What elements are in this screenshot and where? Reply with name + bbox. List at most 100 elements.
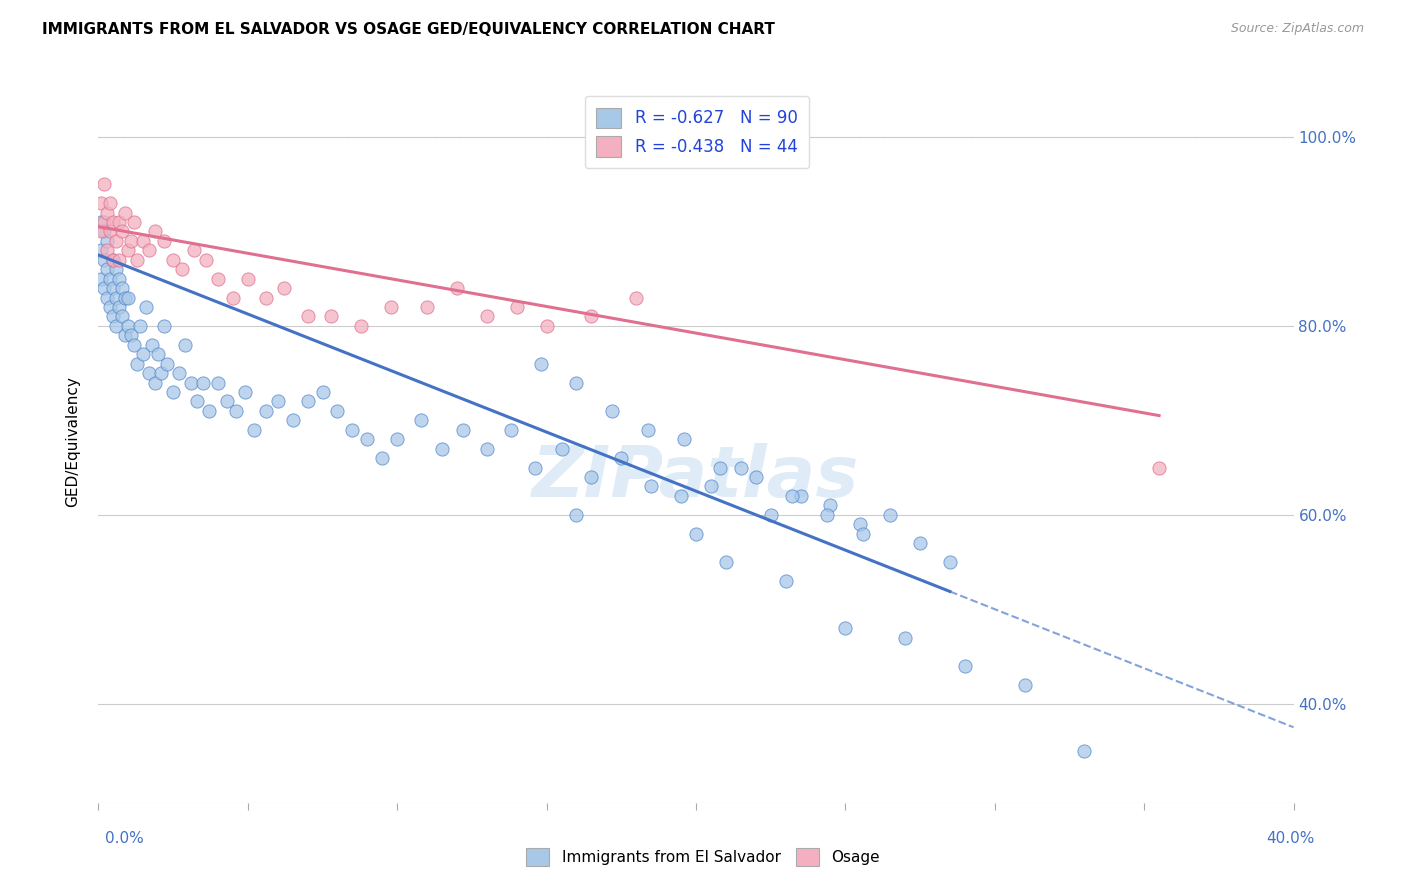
Point bbox=[108, 215, 131, 229]
Point bbox=[297, 310, 319, 324]
Point bbox=[371, 451, 394, 466]
Point bbox=[180, 376, 202, 390]
Point bbox=[114, 328, 136, 343]
Point bbox=[430, 442, 453, 456]
Point bbox=[254, 404, 277, 418]
Point bbox=[96, 262, 118, 277]
Text: 0.0%: 0.0% bbox=[105, 831, 145, 846]
Point bbox=[685, 526, 707, 541]
Point bbox=[321, 310, 343, 324]
Point bbox=[565, 508, 588, 522]
Point bbox=[709, 460, 731, 475]
Point bbox=[98, 196, 122, 211]
Point bbox=[1014, 678, 1036, 692]
Point bbox=[90, 271, 112, 285]
Point bbox=[108, 271, 131, 285]
Point bbox=[124, 215, 146, 229]
Point bbox=[153, 234, 176, 248]
Point bbox=[894, 631, 917, 645]
Point bbox=[530, 357, 553, 371]
Point bbox=[451, 423, 474, 437]
Point bbox=[852, 526, 875, 541]
Point bbox=[127, 357, 149, 371]
Point bbox=[1147, 460, 1170, 475]
Point bbox=[93, 215, 115, 229]
Point bbox=[281, 413, 304, 427]
Point bbox=[953, 658, 976, 673]
Point bbox=[111, 310, 134, 324]
Point bbox=[124, 337, 146, 351]
Point bbox=[117, 318, 139, 333]
Point bbox=[640, 479, 662, 493]
Point bbox=[98, 271, 122, 285]
Point bbox=[233, 384, 256, 399]
Y-axis label: GED/Equivalency: GED/Equivalency bbox=[65, 376, 80, 507]
Point bbox=[111, 281, 134, 295]
Point bbox=[714, 555, 737, 569]
Point bbox=[565, 376, 588, 390]
Point bbox=[610, 451, 633, 466]
Point bbox=[356, 432, 378, 446]
Point bbox=[114, 291, 136, 305]
Point bbox=[108, 252, 131, 267]
Point bbox=[198, 404, 221, 418]
Point bbox=[581, 310, 603, 324]
Point bbox=[93, 224, 115, 238]
Legend: R = -0.627   N = 90, R = -0.438   N = 44: R = -0.627 N = 90, R = -0.438 N = 44 bbox=[585, 95, 810, 169]
Point bbox=[172, 262, 194, 277]
Point bbox=[138, 244, 160, 258]
Point bbox=[96, 205, 118, 219]
Point bbox=[93, 281, 115, 295]
Point bbox=[186, 394, 208, 409]
Point bbox=[90, 244, 112, 258]
Point bbox=[138, 366, 160, 380]
Point bbox=[150, 366, 173, 380]
Point bbox=[350, 318, 373, 333]
Point bbox=[103, 281, 125, 295]
Point bbox=[297, 394, 319, 409]
Point bbox=[195, 252, 218, 267]
Point bbox=[849, 517, 872, 532]
Point bbox=[626, 291, 648, 305]
Point bbox=[153, 318, 176, 333]
Point bbox=[536, 318, 558, 333]
Point bbox=[602, 404, 624, 418]
Point bbox=[174, 337, 197, 351]
Point bbox=[1073, 744, 1095, 758]
Point bbox=[326, 404, 349, 418]
Point bbox=[475, 442, 498, 456]
Point bbox=[98, 300, 122, 314]
Point bbox=[93, 177, 115, 191]
Point bbox=[103, 252, 125, 267]
Point bbox=[254, 291, 277, 305]
Point bbox=[103, 310, 125, 324]
Point bbox=[108, 300, 131, 314]
Point bbox=[105, 262, 128, 277]
Point bbox=[96, 291, 118, 305]
Point bbox=[879, 508, 901, 522]
Point bbox=[120, 234, 142, 248]
Point bbox=[143, 224, 166, 238]
Point bbox=[939, 555, 962, 569]
Point bbox=[127, 252, 149, 267]
Point bbox=[141, 337, 163, 351]
Point bbox=[135, 300, 157, 314]
Point bbox=[156, 357, 179, 371]
Point bbox=[207, 376, 229, 390]
Point bbox=[637, 423, 659, 437]
Point bbox=[215, 394, 238, 409]
Text: 40.0%: 40.0% bbox=[1267, 831, 1315, 846]
Point bbox=[775, 574, 797, 588]
Point bbox=[117, 291, 139, 305]
Point bbox=[105, 234, 128, 248]
Point bbox=[499, 423, 522, 437]
Point bbox=[506, 300, 529, 314]
Text: Source: ZipAtlas.com: Source: ZipAtlas.com bbox=[1230, 22, 1364, 36]
Point bbox=[745, 470, 768, 484]
Point bbox=[267, 394, 290, 409]
Point bbox=[730, 460, 752, 475]
Point bbox=[111, 224, 134, 238]
Point bbox=[243, 423, 266, 437]
Text: IMMIGRANTS FROM EL SALVADOR VS OSAGE GED/EQUIVALENCY CORRELATION CHART: IMMIGRANTS FROM EL SALVADOR VS OSAGE GED… bbox=[42, 22, 775, 37]
Point bbox=[103, 215, 125, 229]
